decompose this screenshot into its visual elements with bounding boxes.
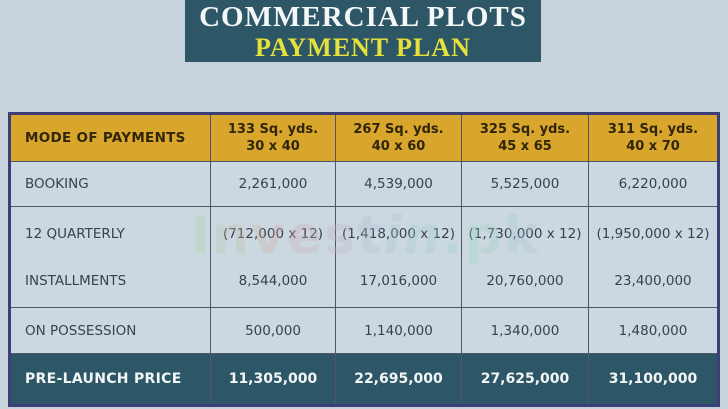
- possession-value: 500,000: [210, 307, 336, 354]
- per-installment-value: (1,950,000 x 12): [596, 225, 710, 242]
- payment-plan-table: MODE OF PAYMENTS 133 Sq. yds. 30 x 40 26…: [8, 112, 720, 407]
- table-header-row: MODE OF PAYMENTS 133 Sq. yds. 30 x 40 26…: [9, 113, 719, 162]
- per-installment-value: (1,730,000 x 12): [468, 225, 582, 242]
- page-subtitle: PAYMENT PLAN: [255, 33, 471, 62]
- possession-value: 1,340,000: [461, 307, 589, 354]
- possession-value: 1,140,000: [335, 307, 462, 354]
- row-label-line1: 12 QUARTERLY: [25, 225, 125, 242]
- prelaunch-price-value: 22,695,000: [335, 353, 462, 406]
- plot-dimensions: 40 x 70: [626, 139, 680, 154]
- prelaunch-price-value: 11,305,000: [210, 353, 336, 406]
- booking-value: 2,261,000: [210, 161, 336, 207]
- col-header-mode-of-payments: MODE OF PAYMENTS: [9, 113, 211, 162]
- plot-size: 133 Sq. yds.: [227, 122, 319, 137]
- installments-total-value: 20,760,000: [486, 272, 564, 289]
- row-label-line2: INSTALLMENTS: [25, 272, 127, 289]
- col-header-plot-311: 311 Sq. yds. 40 x 70: [588, 113, 719, 162]
- row-label-on-possession: ON POSSESSION: [9, 307, 211, 354]
- table-row-prelaunch-price: PRE-LAUNCH PRICE 11,305,000 22,695,000 2…: [9, 353, 719, 406]
- per-installment-value: (1,418,000 x 12): [342, 225, 455, 242]
- per-installment-value: (712,000 x 12): [222, 225, 324, 242]
- col-header-plot-133: 133 Sq. yds. 30 x 40: [210, 113, 336, 162]
- table-row-quarterly-installments: 12 QUARTERLY INSTALLMENTS (712,000 x 12)…: [9, 206, 719, 308]
- installments-total-value: 8,544,000: [238, 272, 308, 289]
- booking-value: 5,525,000: [461, 161, 589, 207]
- row-label-prelaunch-price: PRE-LAUNCH PRICE: [9, 353, 211, 406]
- plot-dimensions: 30 x 40: [246, 139, 300, 154]
- prelaunch-price-value: 27,625,000: [461, 353, 589, 406]
- row-label-booking: BOOKING: [9, 161, 211, 207]
- installments-total-value: 17,016,000: [359, 272, 438, 289]
- quarterly-cell: (1,730,000 x 12) 20,760,000: [461, 206, 589, 308]
- col-header-plot-267: 267 Sq. yds. 40 x 60: [335, 113, 462, 162]
- installments-total-value: 23,400,000: [614, 272, 692, 289]
- quarterly-cell: (1,418,000 x 12) 17,016,000: [335, 206, 462, 308]
- page-title: COMMERCIAL PLOTS: [199, 1, 527, 33]
- booking-value: 4,539,000: [335, 161, 462, 207]
- booking-value: 6,220,000: [588, 161, 719, 207]
- plot-size: 311 Sq. yds.: [607, 122, 699, 137]
- possession-value: 1,480,000: [588, 307, 719, 354]
- plot-dimensions: 40 x 60: [371, 139, 426, 154]
- table-row-booking: BOOKING 2,261,000 4,539,000 5,525,000 6,…: [9, 161, 719, 207]
- plot-dimensions: 45 x 65: [498, 139, 552, 154]
- table-row-on-possession: ON POSSESSION 500,000 1,140,000 1,340,00…: [9, 307, 719, 354]
- prelaunch-price-value: 31,100,000: [588, 353, 719, 406]
- col-header-plot-325: 325 Sq. yds. 45 x 65: [461, 113, 589, 162]
- quarterly-cell: (1,950,000 x 12) 23,400,000: [588, 206, 719, 308]
- plot-size: 267 Sq. yds.: [353, 122, 444, 137]
- title-banner: COMMERCIAL PLOTS PAYMENT PLAN: [185, 0, 541, 62]
- plot-size: 325 Sq. yds.: [479, 122, 571, 137]
- row-label-quarterly-installments: 12 QUARTERLY INSTALLMENTS: [9, 206, 211, 308]
- quarterly-cell: (712,000 x 12) 8,544,000: [210, 206, 336, 308]
